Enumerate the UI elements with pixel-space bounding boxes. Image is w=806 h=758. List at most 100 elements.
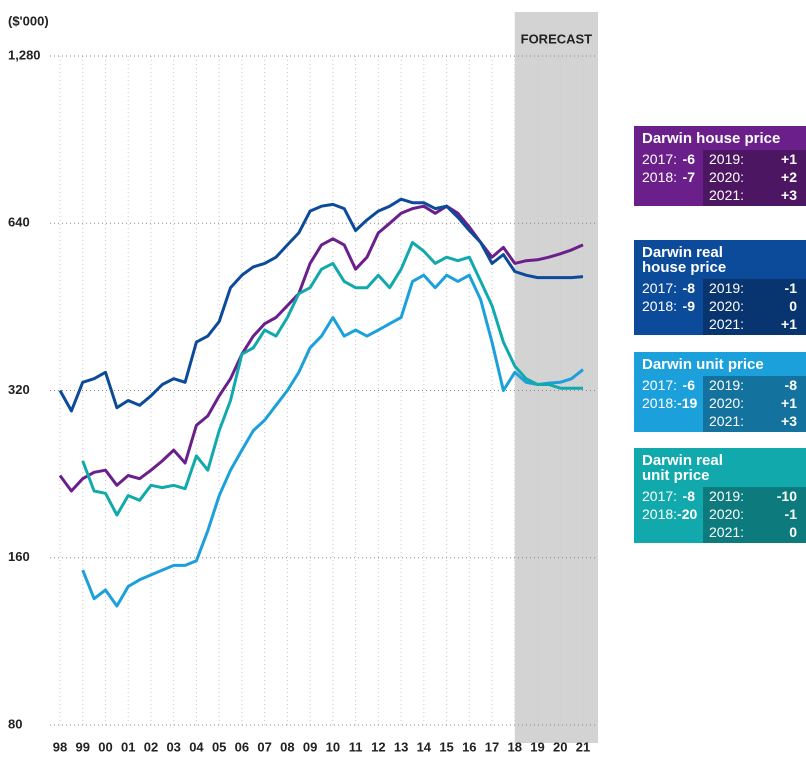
legend-value: -9 [682,298,695,314]
legend-value: +1 [781,316,797,332]
x-tick-label: 12 [371,739,385,754]
legend-value: +3 [781,413,797,429]
legend-column: 2019: +1 2020: +2 2021: +3 [703,150,806,206]
x-tick-label: 10 [326,739,340,754]
legend-panel: Darwin real house price 2017: -8 2018: -9 201… [634,240,806,335]
legend-year: 2021: [709,187,745,203]
legend-column: 2019: -10 2020: -1 2021: 0 [703,487,806,543]
legend-year: 2019: [709,377,745,393]
legend-title: Darwin real house price [642,244,727,276]
legend-year: 2019: [709,151,745,167]
x-tick-label: 13 [394,739,408,754]
legend-value: -7 [682,169,695,185]
legend-row: 2017: -6 [642,376,695,394]
x-tick-label: 21 [576,739,590,754]
y-tick-label: 80 [8,716,22,731]
legend-panel: Darwin house price 2017: -6 2018: -7 2019: +1 2… [634,126,806,206]
x-tick-label: 05 [212,739,226,754]
legend-row: 2019: -10 [709,487,797,505]
forecast-band [514,12,598,743]
legend-value: 0 [789,524,797,540]
legend-row: 2019: +1 [709,150,797,168]
y-tick-label: 320 [8,382,30,397]
legend-year: 2020: [709,506,745,522]
legend-column: 2017: -6 2018: -7 [634,150,703,206]
legend-row: 2017: -8 [642,279,695,297]
legend-row: 2020: +1 [709,394,797,412]
legend-row: 2020: -1 [709,505,797,523]
x-tick-label: 02 [144,739,158,754]
legend-value: +1 [781,395,797,411]
legend-panel: Darwin real unit price 2017: -8 2018: -20 201… [634,448,806,543]
legend-year: 2019: [709,280,745,296]
legend-year: 2018: [642,169,678,185]
legend-year: 2021: [709,316,745,332]
legend-column: 2017: -8 2018: -20 [634,487,703,543]
legend-value: 0 [789,298,797,314]
legend-row: 2018: -9 [642,297,695,315]
legend-panel: Darwin unit price 2017: -6 2018: -19 2019: -8 2… [634,352,806,432]
legend-year: 2017: [642,488,678,504]
legend-body: 2017: -8 2018: -9 2019: -1 2020: 0 2021: +1 [634,279,806,335]
legend-year: 2018: [642,395,678,411]
legend-year: 2018: [642,298,678,314]
legend-value: -6 [682,151,695,167]
series-line [58,204,584,493]
x-tick-label: 07 [257,739,271,754]
x-tick-label: 18 [508,739,522,754]
x-tick-label: 98 [53,739,67,754]
legend-title: Darwin real unit price [642,452,723,484]
legend-row: 2019: -1 [709,279,797,297]
x-tick-label: 17 [485,739,499,754]
legend-value: -19 [677,395,698,411]
x-tick-label: 99 [76,739,90,754]
legend-row: 2018: -19 [642,394,698,412]
legend-row: 2019: -8 [709,376,797,394]
legend-column: 2019: -1 2020: 0 2021: +1 [703,279,806,335]
legend-value: -8 [682,280,695,296]
legend-row: 2021: +1 [709,315,797,333]
x-tick-label: 14 [417,739,432,754]
legend-title: Darwin house price [642,130,781,147]
legend-row: 2020: +2 [709,168,797,186]
legend-row: 2017: -6 [642,150,695,168]
legend-value: +2 [781,169,797,185]
forecast-label: FORECAST [521,31,593,46]
legend-year: 2018: [642,506,678,522]
x-tick-label: 03 [166,739,180,754]
legend-year: 2017: [642,377,678,393]
series-line [58,197,584,413]
legend-value: -10 [776,488,797,504]
legend-year: 2021: [709,413,745,429]
legend-year: 2017: [642,151,678,167]
legend-title: Darwin unit price [642,356,764,373]
legend-value: -8 [784,377,797,393]
x-tick-label: 15 [439,739,453,754]
x-tick-label: 16 [462,739,476,754]
legend-body: 2017: -8 2018: -20 2019: -10 2020: -1 2021: 0 [634,487,806,543]
legend-row: 2021: +3 [709,186,797,204]
legend-body: 2017: -6 2018: -7 2019: +1 2020: +2 2021: +3 [634,150,806,206]
legend-row: 2020: 0 [709,297,797,315]
legend-value: +3 [781,187,797,203]
legend-value: -6 [682,377,695,393]
series-line [81,273,584,608]
x-tick-label: 11 [349,739,363,754]
legend-row: 2018: -7 [642,168,695,186]
legend-column: 2017: -8 2018: -9 [634,279,703,335]
legend-column: 2019: -8 2020: +1 2021: +3 [703,376,806,432]
legend-column: 2017: -6 2018: -19 [634,376,703,432]
legend-year: 2021: [709,524,745,540]
x-tick-label: 00 [98,739,112,754]
y-tick-label: 640 [8,215,30,230]
legend-year: 2017: [642,280,678,296]
x-tick-label: 01 [121,739,135,754]
legend-year: 2019: [709,488,745,504]
legend-row: 2017: -8 [642,487,695,505]
x-tick-label: 06 [235,739,249,754]
y-axis-label: ($'000) [8,13,49,28]
legend-row: 2018: -20 [642,505,697,523]
legend-body: 2017: -6 2018: -19 2019: -8 2020: +1 2021: +3 [634,376,806,432]
